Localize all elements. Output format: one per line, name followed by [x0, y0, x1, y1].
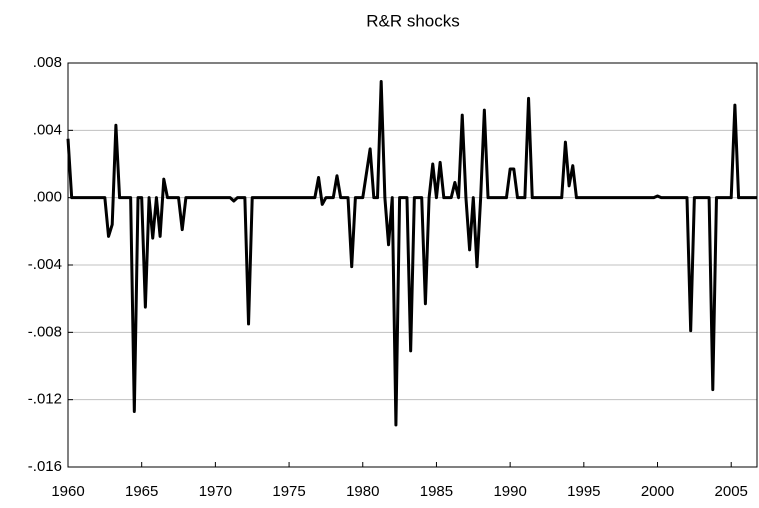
data-line — [66, 80, 757, 427]
x-tick-label: 1975 — [272, 483, 305, 500]
x-tick-label: 2000 — [641, 483, 674, 500]
y-tick-label: -.012 — [28, 391, 62, 408]
x-tick-label: 1990 — [493, 483, 526, 500]
x-tick-label: 1980 — [346, 483, 379, 500]
x-tick-label: 1965 — [125, 483, 158, 500]
y-tick-label: -.004 — [28, 256, 62, 273]
y-tick-label: .008 — [33, 54, 62, 71]
y-tick-label: .000 — [33, 189, 62, 206]
y-tick-label: -.016 — [28, 458, 62, 475]
x-tick-label: 2005 — [715, 483, 748, 500]
x-tick-label: 1985 — [420, 483, 453, 500]
x-tick-label: 1970 — [199, 483, 232, 500]
x-tick-label: 1960 — [51, 483, 84, 500]
chart-title: R&R shocks — [366, 11, 460, 30]
y-tick-label: -.008 — [28, 323, 62, 340]
plot-frame — [67, 62, 758, 468]
x-tick-label: 1995 — [567, 483, 600, 500]
y-tick-label: .004 — [33, 121, 62, 138]
